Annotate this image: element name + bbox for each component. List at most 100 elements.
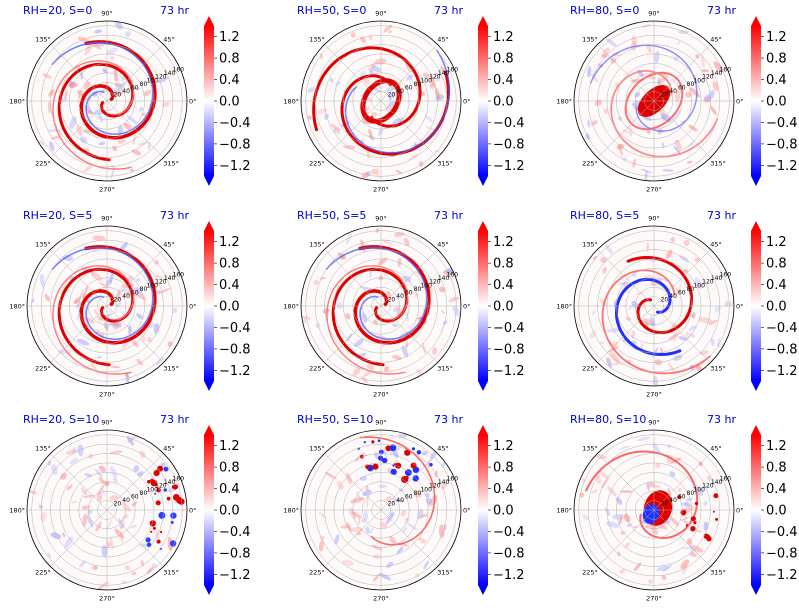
positive-patch <box>120 532 124 544</box>
positive-patch <box>357 516 361 526</box>
convective-cell <box>410 462 417 469</box>
positive-patch <box>143 89 152 97</box>
radial-tick-label: 160 <box>720 476 732 483</box>
panel-time-label: 73 hr <box>434 413 463 426</box>
convective-cell <box>713 493 719 499</box>
positive-patch <box>136 293 147 301</box>
radial-tick-label: 120 <box>429 74 441 81</box>
panel-title: RH=80, S=5 <box>570 209 639 222</box>
positive-patch <box>419 514 428 518</box>
radial-tick-label: 60 <box>678 290 686 297</box>
angular-gridline <box>380 44 438 102</box>
colorbar <box>204 26 214 176</box>
radial-tick-label: 40 <box>669 497 677 504</box>
negative-patch <box>172 307 178 314</box>
convective-cell <box>390 468 397 475</box>
negative-patch <box>434 72 440 82</box>
positive-patch <box>600 341 605 344</box>
convective-cell <box>166 496 171 501</box>
anomaly-field <box>39 21 171 180</box>
angular-tick-label: 315° <box>163 365 179 373</box>
angular-gridline <box>106 509 164 567</box>
radial-tick-label: 40 <box>122 497 130 504</box>
positive-patch <box>386 290 392 299</box>
angular-tick-label: 45° <box>437 35 449 43</box>
radial-tick-label: 20 <box>114 92 122 99</box>
negative-patch <box>391 117 404 125</box>
negative-patch <box>401 345 409 358</box>
convective-cell <box>389 444 397 452</box>
radial-tick-label: 60 <box>131 85 139 92</box>
negative-patch <box>101 545 108 557</box>
negative-patch <box>80 72 84 80</box>
positive-patch <box>603 108 609 114</box>
radial-tick-label: 60 <box>131 494 139 501</box>
angular-gridline <box>597 509 655 567</box>
positive-patch <box>83 164 94 173</box>
anomaly-field <box>579 437 719 584</box>
positive-patch <box>441 481 448 490</box>
negative-patch <box>69 116 77 130</box>
positive-patch <box>414 293 419 298</box>
negative-patch <box>622 157 628 161</box>
convective-cell <box>694 501 699 506</box>
angular-gridline <box>653 44 711 102</box>
positive-patch <box>364 106 371 112</box>
positive-patch <box>352 367 361 376</box>
colorbar-extend-min <box>478 176 488 186</box>
negative-patch <box>101 488 106 496</box>
angular-tick-label: 135° <box>309 240 325 248</box>
positive-patch <box>682 516 690 521</box>
colorbar-tick-label: 0.4 <box>493 482 514 497</box>
angular-gridline <box>50 305 108 363</box>
colorbar-tick-label: 0.8 <box>493 52 514 67</box>
positive-patch <box>140 559 145 567</box>
panel-time-label: 73 hr <box>707 209 736 222</box>
radial-tick-label: 80 <box>687 286 695 293</box>
plot-outline <box>300 429 462 591</box>
negative-patch <box>151 563 157 569</box>
colorbar-extend-min <box>478 381 488 391</box>
angular-gridline <box>380 509 438 567</box>
angular-gridline <box>106 249 164 307</box>
radial-tick-label: 120 <box>702 483 714 490</box>
spiral-band <box>331 267 409 367</box>
colorbar-tick-label: −0.8 <box>493 342 525 357</box>
negative-patch <box>64 536 74 548</box>
angular-tick-label: 270° <box>99 186 115 194</box>
negative-patch <box>126 435 135 446</box>
colorbar-extend-max <box>204 16 214 26</box>
positive-patch <box>131 571 137 576</box>
radial-tick-label: 80 <box>414 81 422 88</box>
positive-patch <box>707 475 711 482</box>
panel-title: RH=20, S=5 <box>23 209 92 222</box>
angular-gridline <box>324 100 382 158</box>
positive-patch <box>84 81 91 90</box>
angular-tick-label: 180° <box>9 98 25 106</box>
negative-patch <box>336 302 343 309</box>
positive-patch <box>709 105 717 116</box>
positive-patch <box>132 340 139 348</box>
radial-tick-label: 60 <box>131 290 139 297</box>
negative-patch <box>377 127 384 137</box>
negative-patch <box>710 338 715 347</box>
positive-patch <box>377 257 388 266</box>
positive-patch <box>114 82 123 87</box>
positive-patch <box>628 126 633 137</box>
plot-outline <box>573 429 735 591</box>
colorbar-tick-label: 0.8 <box>219 52 240 67</box>
panels-layer: 204060801001201401600°45°90°135°180°225°… <box>9 4 797 603</box>
negative-patch <box>391 495 395 508</box>
colorbar-tick-label: 0.4 <box>219 73 240 88</box>
colorbar-tick-label: −0.8 <box>219 137 251 152</box>
angular-tick-label: 225° <box>35 160 51 168</box>
angular-tick-label: 180° <box>283 303 299 311</box>
angular-tick-label: 270° <box>646 391 662 399</box>
positive-patch <box>128 275 134 281</box>
radial-tick-label: 140 <box>438 275 450 282</box>
radial-tick-label: 20 <box>388 297 396 304</box>
positive-patch <box>324 471 337 480</box>
angular-tick-label: 180° <box>556 98 572 106</box>
angular-tick-label: 0° <box>736 303 743 311</box>
negative-patch <box>160 462 166 467</box>
